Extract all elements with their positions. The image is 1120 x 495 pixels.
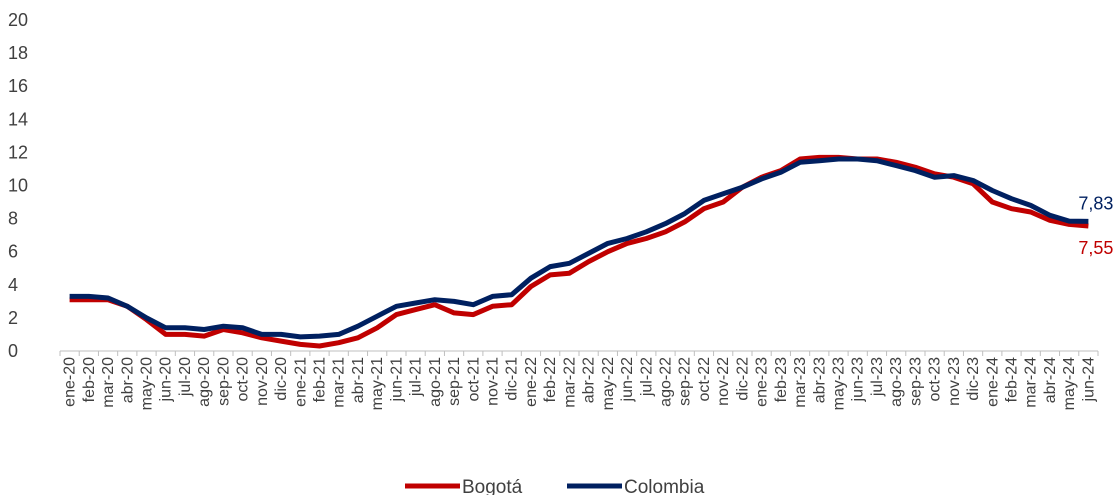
x-tick-label: ago-22	[658, 357, 675, 407]
x-tick-label: mar-21	[331, 357, 348, 408]
y-tick-label: 18	[8, 43, 28, 63]
x-tick-label: jun-20	[158, 357, 175, 403]
x-tick-label: dic-20	[273, 357, 290, 401]
x-tick-label: mar-22	[561, 357, 578, 408]
x-tick-label: nov-22	[715, 357, 732, 406]
end-label-bogota: 7,55	[1078, 238, 1113, 258]
x-tick-label: ene-20	[62, 357, 79, 407]
series-line-bogota	[69, 154, 1089, 349]
series-layer	[69, 154, 1089, 349]
legend-label-colombia: Colombia	[624, 477, 705, 495]
x-tick-label: oct-21	[465, 357, 482, 402]
legend-label-bogota: Bogotá	[462, 477, 523, 495]
x-tick-label: jul-20	[177, 357, 194, 397]
x-tick-label: may-23	[831, 357, 848, 410]
x-tick-label: sep-21	[446, 357, 463, 406]
x-tick-label: jun-23	[850, 357, 867, 403]
x-tick-label: feb-20	[81, 357, 98, 402]
x-tick-label: ago-23	[888, 357, 905, 407]
x-tick-label: ene-22	[523, 357, 540, 407]
x-tick-label: dic-23	[965, 357, 982, 401]
x-tick-label: jun-22	[619, 357, 636, 403]
x-tick-label: ago-20	[196, 357, 213, 407]
x-tick-label: abr-22	[581, 357, 598, 403]
end-labels: 7,55 7,83	[1078, 193, 1113, 258]
x-tick-label: jun-24	[1080, 357, 1097, 403]
x-tick-label: jul-23	[869, 357, 886, 397]
x-tick-label: abr-23	[811, 357, 828, 403]
x-tick-label: ene-24	[984, 357, 1001, 407]
x-tick-label: may-22	[600, 357, 617, 410]
x-tick-label: ene-23	[754, 357, 771, 407]
x-tick-label: feb-21	[312, 357, 329, 402]
x-tick-label: abr-21	[350, 357, 367, 403]
y-tick-label: 0	[8, 341, 18, 361]
y-tick-label: 8	[8, 209, 18, 229]
x-tick-label: jul-21	[408, 357, 425, 397]
x-tick-label: sep-22	[677, 357, 694, 406]
x-tick-label: abr-20	[119, 357, 136, 403]
x-tick-label: nov-23	[946, 357, 963, 406]
x-tick-label: may-20	[139, 357, 156, 410]
y-tick-label: 14	[8, 109, 28, 129]
x-tick-label: oct-23	[927, 357, 944, 402]
x-tick-label: ene-21	[292, 357, 309, 407]
x-tick-label: may-24	[1061, 357, 1078, 410]
x-tick-label: feb-24	[1004, 357, 1021, 402]
y-tick-label: 20	[8, 10, 28, 30]
legend: Bogotá Colombia	[405, 477, 705, 495]
x-tick-label: sep-20	[215, 357, 232, 406]
x-tick-label: feb-22	[542, 357, 559, 402]
x-tick-label: jun-21	[388, 357, 405, 403]
x-tick-label: dic-21	[504, 357, 521, 401]
y-axis: 0 2 4 6 8 10 12 14 16 18 20	[8, 10, 28, 361]
y-tick-label: 12	[8, 142, 28, 162]
y-tick-label: 2	[8, 308, 18, 328]
x-tick-label: dic-22	[734, 357, 751, 401]
x-tick-label: ago-21	[427, 357, 444, 407]
x-tick-label: mar-24	[1023, 357, 1040, 408]
x-tick-label: oct-20	[235, 357, 252, 402]
series-line-colombia	[69, 156, 1089, 340]
x-tick-label: jul-22	[638, 357, 655, 397]
x-tick-label: may-21	[369, 357, 386, 410]
x-tick-label: nov-21	[485, 357, 502, 406]
x-tick-label: sep-23	[907, 357, 924, 406]
y-tick-label: 16	[8, 76, 28, 96]
x-tick-label: oct-22	[696, 357, 713, 402]
y-tick-label: 6	[8, 242, 18, 262]
y-tick-label: 10	[8, 176, 28, 196]
y-tick-label: 4	[8, 275, 18, 295]
x-tick-label: nov-20	[254, 357, 271, 406]
x-tick-label: abr-24	[1042, 357, 1059, 403]
x-tick-label: feb-23	[773, 357, 790, 402]
x-axis: ene-20 feb-20 mar-20 abr-20 may-20 jun-20 jul-…	[59, 350, 1099, 410]
x-tick-label: mar-23	[792, 357, 809, 408]
end-label-colombia: 7,83	[1078, 193, 1113, 213]
x-tick-label: mar-20	[100, 357, 117, 408]
